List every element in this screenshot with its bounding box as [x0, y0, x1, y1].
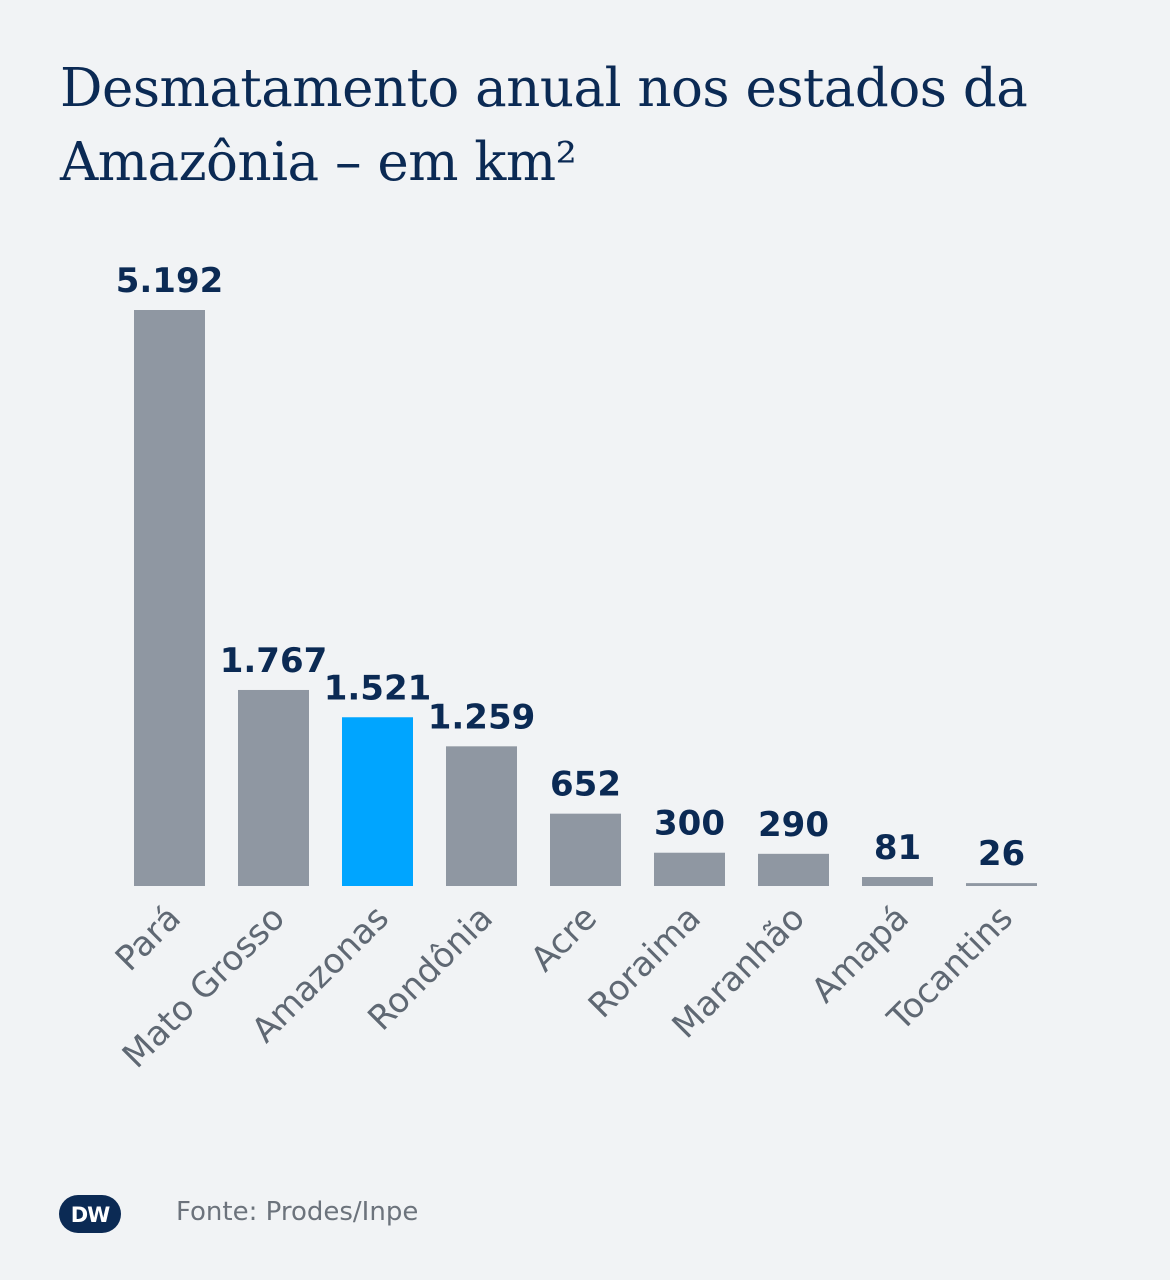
bar-1 — [238, 689, 309, 886]
dw-logo: DW — [59, 1195, 121, 1233]
bar-8 — [966, 883, 1037, 886]
value-label-4: 652 — [550, 765, 621, 805]
x-tick-label-4: Acre — [523, 898, 605, 980]
dw-logo-text: DW — [71, 1203, 110, 1227]
source-note: Fonte: Prodes/Inpe — [176, 1197, 419, 1227]
value-label-8: 26 — [978, 834, 1025, 874]
value-label-3: 1.259 — [428, 697, 536, 737]
bar-6 — [758, 853, 829, 886]
bar-7 — [862, 877, 933, 886]
value-label-2: 1.521 — [324, 668, 432, 708]
value-label-6: 290 — [758, 805, 829, 845]
value-label-0: 5.192 — [116, 261, 224, 301]
value-label-5: 300 — [654, 804, 725, 844]
chart-title: Desmatamento anual nos estados da Amazôn… — [60, 58, 1028, 193]
value-label-1: 1.767 — [220, 641, 328, 681]
bar-5 — [654, 852, 725, 886]
value-label-7: 81 — [874, 828, 921, 868]
x-tick-label-0: Pará — [108, 898, 189, 979]
bar-2 — [342, 717, 413, 886]
bar-3 — [446, 746, 517, 886]
bar-4 — [550, 813, 621, 886]
bar-0 — [134, 310, 205, 886]
